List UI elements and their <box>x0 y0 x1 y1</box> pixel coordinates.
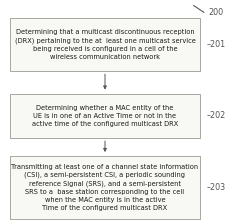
FancyBboxPatch shape <box>10 156 200 219</box>
Text: –203: –203 <box>206 183 226 192</box>
FancyBboxPatch shape <box>10 18 200 71</box>
Text: 200: 200 <box>209 8 224 17</box>
Text: –202: –202 <box>206 112 226 120</box>
Text: Determining that a multicast discontinuous reception
(DRX) pertaining to the at : Determining that a multicast discontinuo… <box>14 29 196 60</box>
Text: –201: –201 <box>206 40 226 49</box>
FancyBboxPatch shape <box>10 94 200 138</box>
Text: Transmitting at least one of a channel state information
(CSI), a semi-persisten: Transmitting at least one of a channel s… <box>12 164 198 211</box>
Text: Determining whether a MAC entity of the
UE is in one of an Active Time or not in: Determining whether a MAC entity of the … <box>32 105 178 127</box>
